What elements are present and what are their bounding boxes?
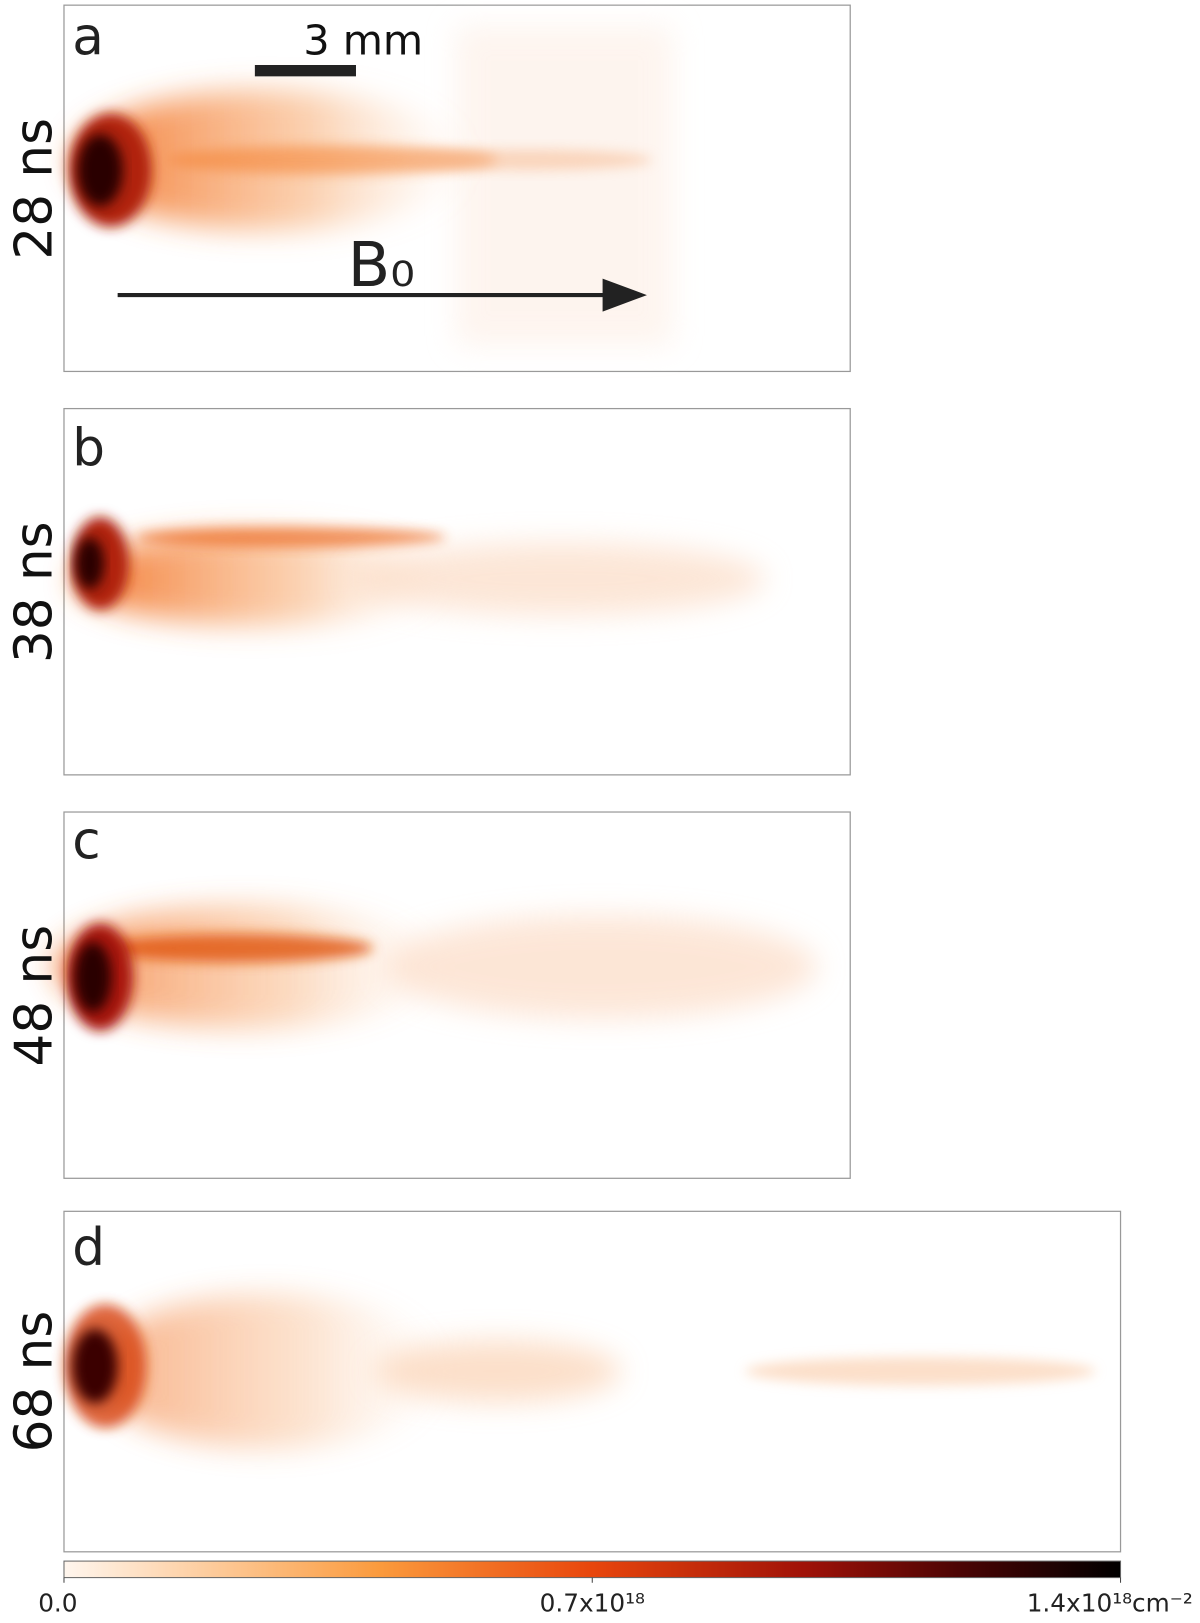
- colorbar-gradient: [63, 1560, 1122, 1579]
- panel: d 68 ns: [5, 1210, 1122, 1553]
- panel: b 38 ns: [5, 407, 851, 776]
- panel: c 48 ns: [5, 811, 851, 1179]
- scale-bar: [254, 65, 356, 77]
- density-image: [53, 904, 818, 1031]
- panel-label: c: [72, 811, 100, 871]
- colorbar-tick-label: 0.7x10¹⁸: [540, 1589, 645, 1618]
- colorbar-tick-label: 0.0: [38, 1589, 77, 1618]
- panel: a 3 mm B₀ 28 ns: [5, 4, 851, 373]
- field-arrowhead: [602, 278, 647, 312]
- density-image: [63, 1293, 1096, 1449]
- time-label: 28 ns: [5, 118, 65, 260]
- field-label: B₀: [348, 229, 415, 301]
- panel-label: d: [72, 1218, 105, 1278]
- panel-label: b: [72, 418, 105, 478]
- scale-bar-label: 3 mm: [303, 17, 423, 65]
- density-image: [71, 516, 766, 626]
- time-label: 38 ns: [5, 521, 65, 663]
- time-label: 48 ns: [5, 925, 65, 1067]
- time-label: 68 ns: [5, 1311, 65, 1453]
- colorbar: 0.0 0.7x10¹⁸ 1.4x10¹⁸cm⁻²: [38, 1560, 1193, 1618]
- colorbar-tick-label: 1.4x10¹⁸cm⁻²: [1027, 1589, 1193, 1618]
- density-image: [69, 25, 673, 346]
- panel-label: a: [72, 8, 104, 68]
